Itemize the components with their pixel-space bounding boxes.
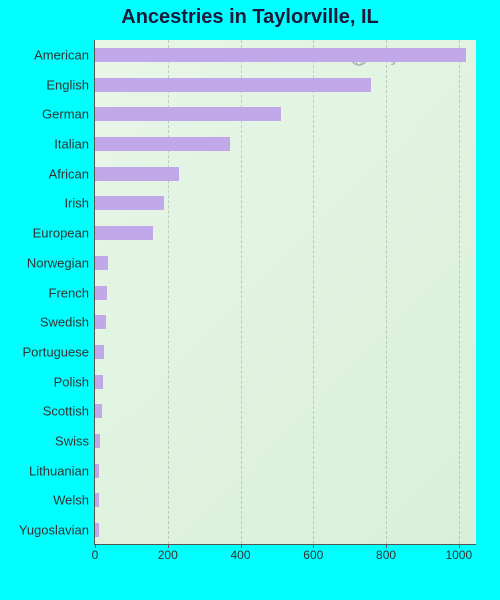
y-tick-label: Italian [54, 136, 89, 151]
y-tick-label: French [49, 285, 89, 300]
bar [95, 375, 103, 389]
y-tick-label: Swiss [55, 434, 89, 449]
x-tick-label: 1000 [445, 548, 472, 562]
bar [95, 286, 107, 300]
plot-area: City-Data.com 02004006008001000AmericanE… [94, 40, 476, 545]
y-tick-label: Lithuanian [29, 463, 89, 478]
bar [95, 137, 230, 151]
y-tick-label: Yugoslavian [19, 523, 89, 538]
y-tick-label: English [46, 77, 89, 92]
bar [95, 48, 466, 62]
y-tick-label: Irish [64, 196, 89, 211]
bar [95, 493, 99, 507]
bar [95, 196, 164, 210]
x-tick-label: 400 [231, 548, 251, 562]
chart-container: Ancestries in Taylorville, IL City-Data.… [0, 0, 500, 600]
bar [95, 464, 99, 478]
x-tick-label: 0 [92, 548, 99, 562]
y-tick-label: Swedish [40, 315, 89, 330]
y-tick-label: African [49, 166, 89, 181]
x-tick-label: 600 [303, 548, 323, 562]
x-tick-label: 200 [158, 548, 178, 562]
x-gridline [386, 40, 387, 544]
bar [95, 78, 371, 92]
bar [95, 256, 108, 270]
y-tick-label: Welsh [53, 493, 89, 508]
y-tick-label: European [33, 226, 89, 241]
bar [95, 315, 106, 329]
y-tick-label: Polish [54, 374, 89, 389]
bar [95, 107, 281, 121]
y-tick-label: Portuguese [23, 344, 90, 359]
bar [95, 226, 153, 240]
bar [95, 345, 104, 359]
x-gridline [313, 40, 314, 544]
chart-title: Ancestries in Taylorville, IL [0, 6, 500, 29]
y-tick-label: German [42, 107, 89, 122]
bar [95, 167, 179, 181]
bar [95, 404, 102, 418]
chart-wrap: City-Data.com 02004006008001000AmericanE… [14, 40, 486, 570]
bar [95, 434, 100, 448]
y-tick-label: American [34, 47, 89, 62]
bar [95, 523, 99, 537]
x-gridline [459, 40, 460, 544]
y-tick-label: Scottish [43, 404, 89, 419]
x-tick-label: 800 [376, 548, 396, 562]
y-tick-label: Norwegian [27, 255, 89, 270]
